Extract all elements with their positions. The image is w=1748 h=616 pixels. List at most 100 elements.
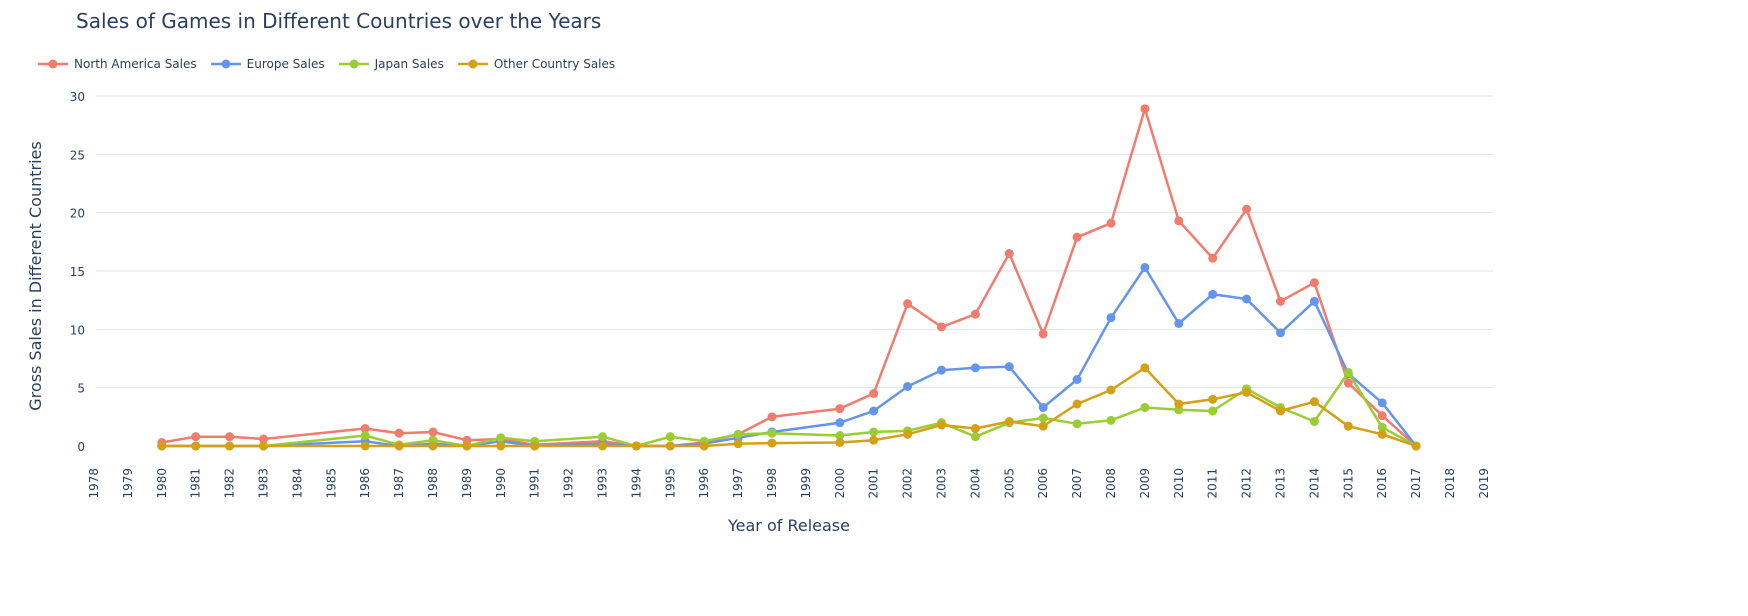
data-point[interactable] bbox=[225, 432, 235, 442]
data-point[interactable] bbox=[869, 435, 879, 445]
data-point[interactable] bbox=[1038, 329, 1048, 339]
data-point[interactable] bbox=[1174, 399, 1184, 409]
data-point[interactable] bbox=[1343, 368, 1353, 377]
data-point[interactable] bbox=[394, 428, 404, 438]
data-point[interactable] bbox=[360, 424, 370, 433]
data-point[interactable] bbox=[1242, 204, 1252, 214]
data-point[interactable] bbox=[225, 441, 235, 451]
data-point[interactable] bbox=[1140, 363, 1150, 373]
data-point[interactable] bbox=[903, 429, 913, 439]
data-point[interactable] bbox=[1140, 263, 1150, 272]
data-point[interactable] bbox=[259, 434, 268, 444]
data-point[interactable] bbox=[937, 420, 946, 430]
data-point[interactable] bbox=[937, 322, 946, 332]
legend-item[interactable]: Europe Sales bbox=[209, 57, 325, 71]
data-point[interactable] bbox=[1377, 398, 1387, 408]
data-point[interactable] bbox=[1004, 362, 1014, 372]
data-point[interactable] bbox=[1309, 278, 1319, 288]
data-point[interactable] bbox=[1242, 294, 1252, 304]
data-point[interactable] bbox=[1276, 296, 1285, 306]
data-point[interactable] bbox=[1038, 421, 1048, 431]
data-point[interactable] bbox=[157, 441, 167, 451]
data-point[interactable] bbox=[1072, 399, 1082, 409]
data-point[interactable] bbox=[970, 432, 980, 442]
data-point[interactable] bbox=[631, 441, 641, 451]
data-point[interactable] bbox=[191, 441, 201, 451]
data-point[interactable] bbox=[835, 404, 845, 414]
data-point[interactable] bbox=[462, 441, 472, 451]
data-point[interactable] bbox=[428, 441, 438, 451]
data-point[interactable] bbox=[1208, 253, 1218, 263]
data-point[interactable] bbox=[767, 428, 777, 438]
data-point[interactable] bbox=[1276, 328, 1285, 338]
data-point[interactable] bbox=[1309, 397, 1319, 407]
data-point[interactable] bbox=[1004, 249, 1014, 258]
data-point[interactable] bbox=[428, 427, 438, 437]
data-point[interactable] bbox=[1208, 406, 1218, 416]
data-point[interactable] bbox=[360, 431, 370, 440]
data-point[interactable] bbox=[496, 441, 506, 451]
x-tick-label: 1998 bbox=[765, 468, 779, 499]
data-point[interactable] bbox=[530, 441, 540, 451]
data-point[interactable] bbox=[869, 389, 879, 398]
data-point[interactable] bbox=[1276, 406, 1285, 416]
series-line bbox=[161, 371, 1417, 448]
data-point[interactable] bbox=[1140, 403, 1150, 412]
data-point[interactable] bbox=[1174, 319, 1184, 328]
data-point[interactable] bbox=[259, 441, 268, 451]
data-point[interactable] bbox=[970, 424, 980, 433]
data-point[interactable] bbox=[1309, 296, 1319, 306]
data-point[interactable] bbox=[1208, 289, 1218, 299]
data-point[interactable] bbox=[1377, 411, 1387, 421]
data-point[interactable] bbox=[1106, 313, 1116, 323]
data-point[interactable] bbox=[1208, 394, 1218, 404]
data-point[interactable] bbox=[1343, 378, 1353, 388]
data-point[interactable] bbox=[1106, 218, 1116, 228]
x-tick-label: 1991 bbox=[528, 468, 542, 499]
data-point[interactable] bbox=[1242, 387, 1252, 397]
data-point[interactable] bbox=[733, 429, 743, 439]
data-point[interactable] bbox=[1377, 429, 1387, 439]
data-point[interactable] bbox=[665, 432, 675, 442]
data-point[interactable] bbox=[767, 412, 777, 422]
data-point[interactable] bbox=[835, 418, 845, 428]
legend-item[interactable]: Other Country Sales bbox=[456, 57, 615, 71]
data-point[interactable] bbox=[1343, 421, 1353, 431]
data-point[interactable] bbox=[1411, 441, 1421, 451]
data-point[interactable] bbox=[1072, 419, 1082, 429]
data-point[interactable] bbox=[970, 363, 980, 373]
data-point[interactable] bbox=[665, 441, 675, 451]
data-point[interactable] bbox=[360, 441, 370, 451]
data-point[interactable] bbox=[598, 432, 607, 442]
data-point[interactable] bbox=[1377, 422, 1387, 432]
data-point[interactable] bbox=[903, 299, 913, 309]
data-point[interactable] bbox=[733, 439, 743, 449]
data-point[interactable] bbox=[598, 441, 607, 451]
x-tick-label: 1987 bbox=[392, 468, 406, 499]
data-point[interactable] bbox=[1140, 104, 1150, 114]
data-point[interactable] bbox=[1004, 417, 1014, 426]
data-point[interactable] bbox=[767, 438, 777, 448]
data-point[interactable] bbox=[1106, 385, 1116, 395]
data-point[interactable] bbox=[869, 406, 879, 416]
data-point[interactable] bbox=[835, 431, 845, 440]
data-point[interactable] bbox=[1106, 415, 1116, 425]
data-point[interactable] bbox=[191, 432, 201, 442]
data-point[interactable] bbox=[1174, 216, 1184, 226]
data-point[interactable] bbox=[1309, 417, 1319, 426]
data-point[interactable] bbox=[835, 438, 845, 447]
data-point[interactable] bbox=[1072, 232, 1082, 242]
data-point[interactable] bbox=[903, 382, 913, 391]
data-point[interactable] bbox=[1038, 403, 1048, 412]
data-point[interactable] bbox=[496, 433, 506, 443]
x-tick-label: 2002 bbox=[901, 468, 915, 499]
data-point[interactable] bbox=[699, 441, 709, 451]
data-point[interactable] bbox=[970, 309, 980, 319]
data-point[interactable] bbox=[869, 427, 879, 437]
legend-item[interactable]: North America Sales bbox=[36, 57, 197, 71]
data-point[interactable] bbox=[1038, 413, 1048, 423]
legend-item[interactable]: Japan Sales bbox=[337, 57, 444, 71]
data-point[interactable] bbox=[1072, 375, 1082, 384]
data-point[interactable] bbox=[937, 365, 946, 375]
data-point[interactable] bbox=[394, 441, 404, 451]
